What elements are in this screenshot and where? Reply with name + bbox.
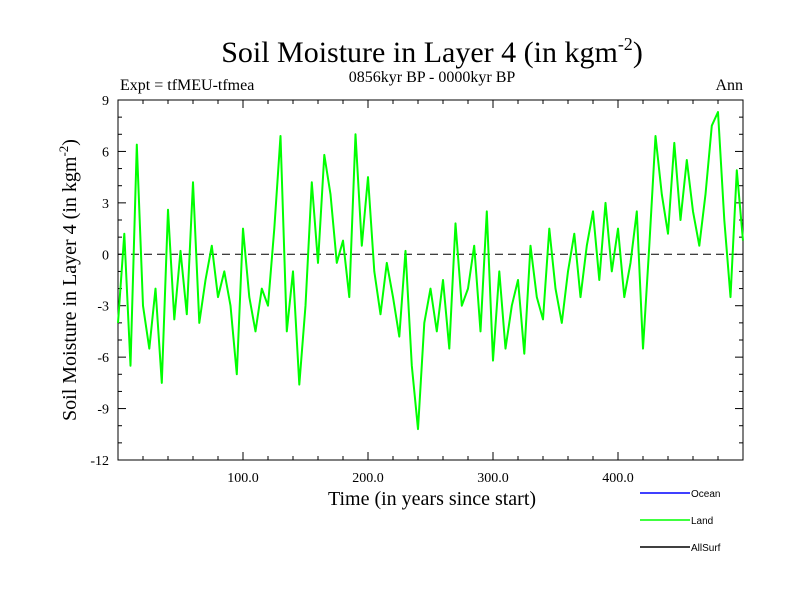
chart-title-sup: -2 [618,34,633,54]
y-axis-label-text: Soil Moisture in Layer 4 (in kgm [59,156,81,421]
y-axis-label-sup: -2 [56,146,71,157]
period-label: Ann [715,77,743,94]
y-tick-label: 9 [102,94,109,109]
y-axis-label: Soil Moisture in Layer 4 (in kgm-2) [56,139,81,421]
x-tick-label: 200.0 [352,471,384,486]
x-tick-label: 400.0 [602,471,634,486]
y-axis: 9 6 3 0 -3 -6 -9 -12 [90,94,743,469]
legend-label-ocean: Ocean [691,489,720,500]
y-tick-label: 3 [102,197,109,212]
y-tick-label: -6 [97,351,109,366]
x-axis-label: Time (in years since start) [328,488,536,510]
chart-title-text: Soil Moisture in Layer 4 (in kgm [221,36,618,69]
y-tick-label: -12 [90,454,109,469]
x-tick-label: 300.0 [477,471,509,486]
y-tick-label: -9 [97,403,109,418]
y-tick-label: -3 [97,300,109,315]
y-axis-label-close: ) [59,139,81,146]
legend: Ocean Land AllSurf [640,489,721,554]
series-group [117,111,744,431]
chart-title-close: ) [633,36,643,69]
legend-label-allsurf: AllSurf [691,543,721,554]
chart-subtitle: 0856kyr BP - 0000kyr BP [349,69,516,86]
plot-area [117,99,744,461]
chart-title: Soil Moisture in Layer 4 (in kgm-2) [221,34,643,69]
y-tick-label: 6 [102,145,109,160]
x-axis: 100.0 200.0 300.0 400.0 [142,100,719,486]
expt-label: Expt = tfMEU-tfmea [120,77,254,94]
y-tick-label: 0 [102,248,109,263]
series-line-land [117,111,744,431]
legend-label-land: Land [691,516,713,527]
x-tick-label: 100.0 [227,471,259,486]
